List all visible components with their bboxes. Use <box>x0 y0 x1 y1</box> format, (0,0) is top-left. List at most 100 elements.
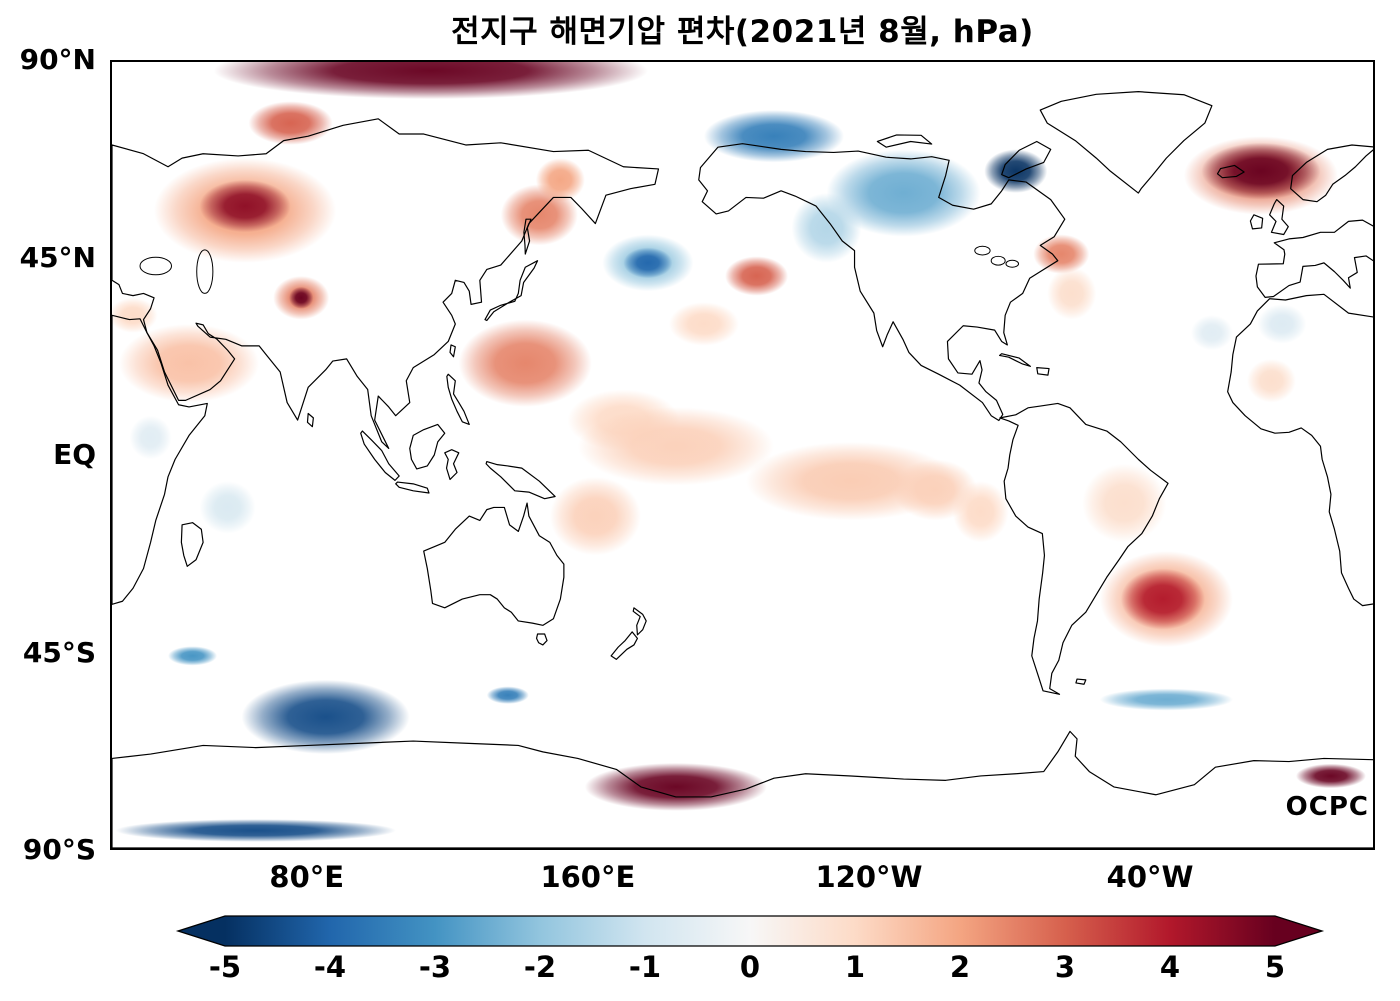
coastline-path <box>395 481 430 494</box>
coastline-path <box>1290 144 1373 203</box>
coastline-path <box>523 218 532 255</box>
anomaly-blob-ne-pacific-high <box>725 256 789 296</box>
anomaly-blob-north-pacific-low <box>623 247 673 279</box>
coastline-path <box>112 314 208 605</box>
coastline-path <box>998 353 1031 367</box>
coastline-path <box>409 423 446 470</box>
world-map <box>112 62 1373 848</box>
anomaly-blob-kara-sea-high <box>248 101 333 145</box>
colorbar-tick-label: 2 <box>949 950 971 984</box>
y-axis-label: 90°N <box>19 42 96 76</box>
anomaly-blob-kolyma-high <box>535 158 585 202</box>
coastline-path <box>1249 214 1264 230</box>
anomaly-blob-dronning-maud-high <box>1295 763 1366 789</box>
anomaly-blob-scotia-sea-low <box>1099 688 1233 711</box>
map-plot-area: OCPC <box>110 60 1375 850</box>
anomaly-blob-east-antarctic-strip-low <box>115 819 396 842</box>
colorbar-tick-label: 5 <box>1264 950 1286 984</box>
anomaly-blob-midpacific-ridge <box>668 302 739 346</box>
anomaly-blob-tibet-spot-high <box>288 286 314 309</box>
anomaly-blob-sahel-high <box>1246 358 1296 403</box>
coastlines <box>112 91 1373 848</box>
anomaly-blob-morocco-low <box>1257 304 1307 344</box>
anomaly-blob-west-atlantic-high <box>1047 267 1097 320</box>
anomaly-blob-hudson-bay-low <box>984 149 1048 193</box>
x-axis-label: 80°E <box>269 860 345 894</box>
anomaly-blob-newfoundland-high <box>1033 234 1090 274</box>
coastline-path <box>535 633 548 646</box>
y-axis-label: EQ <box>53 437 96 471</box>
coastline-path <box>1216 164 1245 179</box>
anomaly-blob-alaska-arctic-low <box>703 110 845 163</box>
coastline-path <box>1036 367 1050 376</box>
x-axis-label: 160°E <box>540 860 636 894</box>
anomaly-blob-arabia-high <box>118 323 260 403</box>
lake-outline <box>990 255 1006 266</box>
colorbar-tick-label: 0 <box>739 950 761 984</box>
anomaly-blob-peru-high <box>952 481 1009 543</box>
colorbar-tick-label: 3 <box>1054 950 1076 984</box>
coastline-path <box>1001 140 1052 179</box>
y-axis-label: 45°N <box>19 240 96 274</box>
colorbar-gradient-bar <box>175 915 1325 947</box>
x-axis-label: 120°W <box>815 860 923 894</box>
anomaly-blob-bc-low <box>791 193 862 263</box>
anomaly-blob-west-siberia-high <box>199 179 291 233</box>
colorbar <box>175 915 1325 947</box>
y-axis-tick-labels: 90°N 45°N EQ 45°S 90°S <box>0 0 102 900</box>
anomaly-blob-canada-low <box>826 149 981 237</box>
ocpc-watermark: OCPC <box>1285 792 1369 822</box>
anomaly-blob-ross-antarctic-high <box>584 762 768 811</box>
anomaly-blob-coral-sea-high <box>549 476 641 556</box>
anomaly-blob-east-africa-low <box>129 415 172 460</box>
colorbar-tick-label: 1 <box>844 950 866 984</box>
coastline-path <box>999 402 1169 695</box>
lake-outline <box>1005 259 1020 268</box>
coastline-path <box>423 502 565 626</box>
colorbar-tick-label: -3 <box>418 950 452 984</box>
colorbar-tick-label: -1 <box>628 950 662 984</box>
coastline-path <box>446 373 470 426</box>
lake-outline <box>139 256 173 276</box>
coastline-path <box>1227 293 1373 607</box>
coastline-path <box>1269 199 1289 236</box>
colorbar-tick-label: 4 <box>1159 950 1181 984</box>
chart-title: 전지구 해면기압 편차(2021년 8월, hPa) <box>451 14 1034 50</box>
anomaly-blob-equatorial-pacific-west <box>577 406 775 486</box>
anomaly-blob-south-indian-streak-low <box>168 646 218 666</box>
y-axis-label: 45°S <box>22 635 96 669</box>
coastline-path <box>112 730 1373 848</box>
anomaly-blob-east-med-high <box>112 297 158 333</box>
anomaly-fields <box>112 62 1366 842</box>
anomaly-blob-canary-low <box>1190 315 1233 351</box>
coastline-path <box>698 143 1066 422</box>
coastline-path <box>449 344 456 358</box>
y-axis-label: 90°S <box>22 832 96 866</box>
coastline-path <box>610 631 639 660</box>
anomaly-blob-brazil-high <box>1082 463 1167 543</box>
coastline-path <box>632 607 647 636</box>
anomaly-blob-arctic-cap-high <box>213 62 648 100</box>
colorbar-tick-labels: -5 -4 -3 -2 -1 0 1 2 3 4 5 <box>0 950 1400 990</box>
coastline-path <box>306 412 314 428</box>
coastline-path <box>180 522 204 567</box>
anomaly-blob-nw-pacific-high <box>458 319 592 407</box>
coastline-path <box>1039 91 1213 194</box>
anomaly-blob-southern-ocean-low <box>241 679 410 755</box>
coastline-path <box>1255 219 1373 298</box>
colorbar-tick-label: -4 <box>313 950 347 984</box>
coastline-path <box>876 134 933 148</box>
coastline-path <box>360 430 400 481</box>
anomaly-blob-south-atlantic-high <box>1120 568 1205 630</box>
coastline-path <box>444 449 460 481</box>
lake-outline <box>974 245 991 256</box>
coastline-path <box>485 460 556 500</box>
anomaly-blob-west-indian-low <box>199 481 256 534</box>
colorbar-tick-label: -5 <box>208 950 242 984</box>
coastline-path <box>112 118 660 450</box>
x-axis-label: 40°W <box>1106 860 1194 894</box>
anomaly-blob-south-tasman-low <box>486 686 529 704</box>
lake-outline <box>196 249 214 294</box>
coastline-path <box>484 260 539 322</box>
